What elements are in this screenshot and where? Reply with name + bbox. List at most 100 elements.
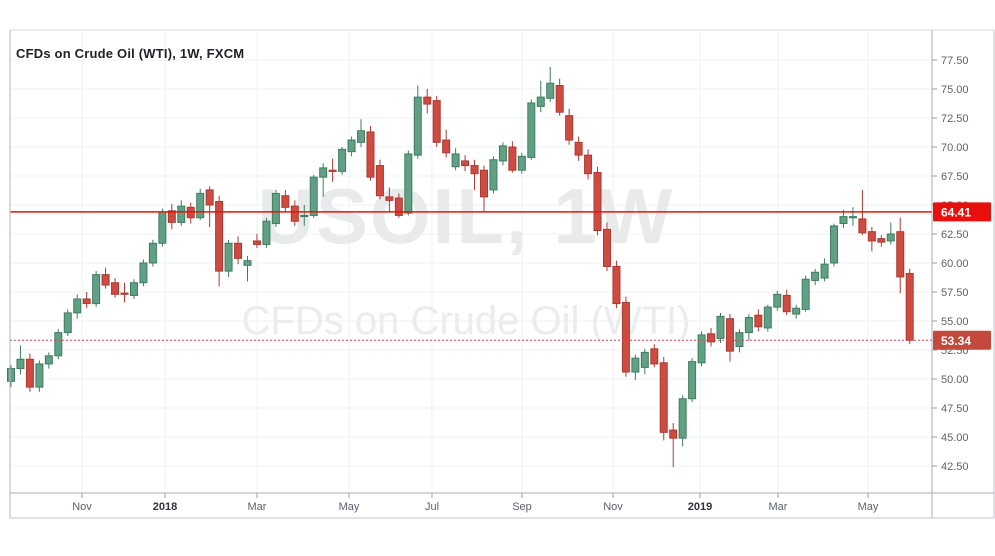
candle-up	[63, 312, 72, 334]
candle-up	[763, 306, 772, 329]
price-axis-pane[interactable]	[932, 30, 994, 493]
chart-title: CFDs on Crude Oil (WTI), 1W, FXCM	[16, 46, 245, 61]
candle-up	[16, 358, 25, 370]
candle-down	[205, 189, 214, 206]
candle-up	[196, 192, 205, 219]
candle-down	[167, 210, 176, 223]
candle-down	[394, 197, 403, 216]
candle-down	[423, 96, 432, 105]
time-tick-label: May	[858, 501, 879, 513]
candle-up	[148, 242, 157, 264]
chart-frame	[9, 29, 995, 519]
candle-up	[73, 298, 82, 314]
time-tick-label: Sep	[512, 501, 532, 513]
candle-down	[584, 154, 593, 175]
candle-up	[489, 159, 498, 191]
chart-pane[interactable]	[10, 30, 932, 493]
candle-up	[54, 332, 63, 357]
candle-down	[707, 333, 716, 343]
candle-up	[688, 361, 697, 400]
candle-down	[375, 165, 384, 197]
candle-up	[678, 398, 687, 439]
candle-down	[782, 294, 791, 313]
candle-down	[555, 85, 564, 113]
candle-down	[754, 314, 763, 328]
time-tick-label: Nov	[603, 501, 623, 513]
alert-price-label[interactable]	[933, 202, 991, 222]
candle-up	[413, 96, 422, 156]
candle-up	[546, 82, 555, 99]
candle-down	[612, 265, 621, 305]
candle-down	[659, 362, 668, 433]
time-tick-label: Nov	[72, 501, 92, 513]
last-price-label	[933, 330, 991, 350]
candle-up	[839, 216, 848, 225]
candle-up	[848, 216, 857, 219]
candle-down	[621, 301, 630, 373]
grid-lines	[11, 31, 931, 492]
candle-down	[669, 429, 678, 439]
alert-price-label-text: 64.41	[941, 205, 971, 219]
candle-down	[867, 231, 876, 242]
candles-layer	[7, 66, 914, 468]
candle-down	[480, 169, 488, 198]
price-tick-label: 72.50	[941, 113, 969, 125]
price-tick-label: 70.00	[941, 142, 969, 154]
candle-up	[243, 260, 252, 266]
price-tick-label: 42.50	[941, 461, 969, 473]
candle-down	[328, 169, 337, 172]
candle-up	[735, 332, 744, 348]
candle-up	[129, 282, 138, 296]
candle-up	[886, 233, 895, 242]
candle-down	[82, 298, 91, 305]
candle-up	[631, 357, 640, 373]
candle-up	[830, 225, 839, 264]
candle-up	[347, 139, 356, 153]
candle-up	[744, 317, 753, 334]
time-tick-label: 2018	[153, 501, 177, 513]
candle-down	[650, 348, 659, 365]
candle-down	[281, 195, 290, 208]
candle-down	[234, 242, 243, 259]
time-tick-label: Mar	[769, 501, 788, 513]
candle-up	[527, 102, 536, 158]
time-tick-label: 2019	[688, 501, 712, 513]
candle-up	[536, 96, 545, 107]
candle-down	[290, 205, 299, 222]
candle-up	[640, 351, 649, 368]
candle-up	[517, 155, 526, 171]
candle-down	[470, 165, 479, 175]
candle-up	[177, 205, 186, 223]
candle-up	[300, 214, 309, 218]
candle-up	[139, 262, 148, 284]
candle-down	[442, 139, 451, 154]
price-levels-layer	[10, 211, 932, 341]
candle-down	[905, 272, 914, 341]
candle-up	[224, 242, 233, 272]
candle-down	[120, 292, 129, 295]
candle-down	[432, 100, 441, 143]
candle-down	[565, 115, 574, 141]
candle-down	[896, 231, 905, 278]
candle-down	[877, 238, 886, 243]
candle-up	[811, 271, 820, 281]
candle-down	[858, 218, 867, 234]
time-axis-pane[interactable]	[10, 493, 994, 518]
price-tick-label: 62.50	[941, 229, 969, 241]
candle-down	[366, 131, 375, 178]
time-tick-label: Jul	[425, 501, 439, 513]
candle-up	[7, 368, 15, 382]
price-tick-label: 47.50	[941, 403, 969, 415]
candle-down	[602, 228, 611, 267]
candle-down	[111, 282, 120, 295]
candle-up	[716, 315, 725, 339]
candle-up	[357, 130, 366, 143]
candle-down	[461, 160, 470, 167]
candle-up	[801, 278, 810, 310]
candle-up	[262, 220, 271, 245]
candle-down	[25, 358, 34, 388]
candle-down	[574, 141, 583, 156]
price-tick-label: 57.50	[941, 287, 969, 299]
price-tick-label: 55.00	[941, 316, 969, 328]
